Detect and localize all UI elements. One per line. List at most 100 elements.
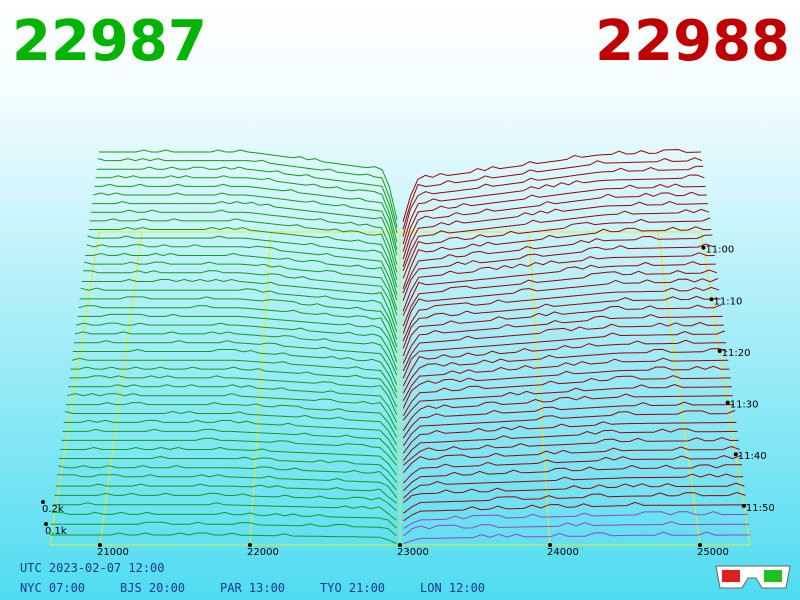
bid-depth-line [66,402,398,438]
time-label: 11:00 [705,245,734,256]
tick-dot [725,400,730,405]
ask-depth-line [402,191,707,260]
ask-depth-line [402,183,706,252]
time-label: 11:20 [722,348,751,359]
clock-label: BJS 20:00 [120,581,185,595]
ask-depth-line [402,365,730,409]
bid-depth-line [85,252,398,310]
bid-depth-line [93,192,398,256]
bid-depth-line [91,209,398,273]
bid-depth-line [62,428,398,461]
ask-depth-line [402,149,702,222]
bid-depth-line [52,511,397,529]
ask-depth-line [403,511,748,529]
ask-depth-line [402,200,708,267]
ask-depth-line [402,375,731,417]
bid-depth-line [88,226,398,288]
clock-label: NYC 07:00 [20,581,85,595]
price-label: 23000 [397,547,429,558]
ask-depth-line [403,437,739,466]
price-label: 25000 [697,547,729,558]
bid-depth-line [57,465,397,491]
bid-depth-line [92,201,398,265]
bid-depth-line [99,149,398,221]
ask-depth-line [402,269,718,327]
bid-depth-line [69,375,398,415]
ask-depth-line [403,501,747,522]
ask-depth-line [402,165,704,237]
depth-label: 0.2k [42,504,64,515]
bid-depth-line [73,340,398,385]
ask-depth-line [402,314,723,364]
tick-dot [701,245,706,250]
ask-depth-line [402,278,719,334]
price-label: 22000 [247,547,279,558]
tick-dot [41,500,45,504]
tick-dot [548,543,552,547]
bid-depth-line [74,331,398,376]
ask-depth-line [402,252,715,312]
ask-depth-line [402,286,720,342]
bid-depth-line [59,455,397,483]
tick-dot [741,503,746,508]
ask-depth-line [403,455,742,484]
bid-depth-line [53,502,397,521]
ask-price: 22988 [595,9,790,74]
bid-depth-line [60,446,398,476]
bid-depth-line [68,384,398,423]
bid-depth-line [84,261,398,316]
ask-depth-line [403,464,742,492]
tick-dot [398,543,402,547]
price-grid-line [528,231,551,546]
bid-depth-line [78,305,398,353]
bid-depth-line [72,348,398,393]
bid-depth-line [80,287,398,340]
bid-depth-line [83,270,398,325]
ask-depth-line [402,243,714,301]
bid-depth-line [63,419,398,453]
ask-depth-line [402,383,732,421]
floor-edge [49,231,100,546]
price-grid-line [99,231,143,546]
time-label: 11:40 [738,451,767,462]
bid-depth-line [71,357,398,398]
ask-depth-line [402,174,705,245]
clock-label: LON 12:00 [420,581,485,595]
ask-depth-line [402,234,713,294]
clock-label: TYO 21:00 [320,581,385,595]
bid-depth-line [55,483,397,504]
ask-depth-line [402,393,733,431]
ask-depth-line [402,421,737,454]
tick-dot [98,543,102,547]
ask-depth-line [402,401,735,439]
tick-dot [248,543,252,547]
ask-depth-line [402,261,716,316]
depth-lines [50,149,750,545]
time-label: 11:50 [746,503,775,514]
bid-depth-line [70,366,398,408]
bid-depth-line [96,166,398,234]
ask-depth-line [402,410,736,446]
bid-depth-line [64,410,398,446]
ask-depth-line [402,304,722,357]
bid-depth-line [76,322,398,370]
bid-depth-line [89,218,398,280]
price-label: 24000 [547,547,579,558]
clock-label: PAR 13:00 [220,581,285,595]
bid-depth-line [87,235,398,295]
floor-edge [700,231,751,546]
bid-depth-line [79,296,398,348]
ask-depth-line [402,321,724,372]
ask-depth-line [403,482,745,504]
ask-depth-line [403,445,740,474]
tick-dot [717,348,722,353]
tick-dot [733,452,738,457]
bid-depth-line [86,244,398,301]
bid-depth-line [61,437,397,466]
ask-depth-line [402,330,726,379]
ask-depth-line [403,428,738,462]
bid-depth-line [50,532,397,544]
tick-dot [698,543,702,547]
time-label: 11:10 [714,296,743,307]
